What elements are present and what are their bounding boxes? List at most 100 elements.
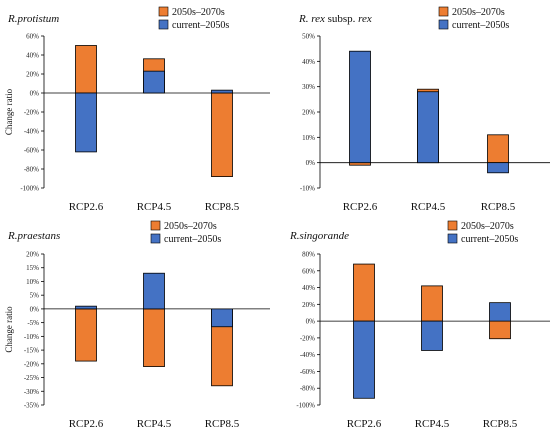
title-part: subsp.: [328, 13, 359, 25]
y-tick-label: 10%: [26, 278, 39, 286]
legend-swatch: [158, 6, 169, 17]
category-label: RCP2.6: [343, 201, 378, 213]
category-label: RCP4.5: [137, 418, 172, 430]
bar-blue-rcp85: [211, 89, 233, 94]
bar-orange-rcp85: [489, 320, 511, 340]
legend: 2050s–2070s current–2050s: [158, 6, 229, 31]
y-tick-label: 20%: [302, 301, 315, 309]
bar-blue-rcp85: [211, 308, 233, 328]
bar-orange-rcp45: [143, 308, 165, 367]
bar-orange-rcp85: [211, 92, 233, 177]
y-tick-label: 30%: [302, 83, 315, 91]
chart-title: R.singorande: [289, 230, 349, 242]
y-tick-label: -80%: [300, 385, 315, 393]
legend-swatch: [447, 233, 458, 244]
legend-label: current–2050s: [172, 20, 229, 31]
bar-blue-rcp26: [75, 92, 97, 153]
y-tick-label: -20%: [300, 334, 315, 342]
y-tick-label: 20%: [302, 109, 315, 117]
chart-panel-3: -35% -30% -25% -20% -15% -10% -5% 0% 5% 10% 15% 20%…: [4, 220, 270, 430]
legend-swatch: [150, 233, 161, 244]
chart-title: R. rex subsp. rex: [298, 13, 372, 25]
y-tick-label: 40%: [26, 52, 39, 60]
bar-blue-rcp26: [349, 50, 371, 164]
legend: 2050s–2070s current–2050s: [438, 6, 509, 31]
chart-panel-2: -10% 0% 10% 20% 30% 40% 50% RCP2.6 RCP4.5 RCP8.5 R…: [298, 6, 550, 213]
y-tick-label: -100%: [20, 185, 39, 193]
y-tick-label: 10%: [302, 134, 315, 142]
bar-orange-rcp45: [421, 285, 443, 322]
y-tick-label: -5%: [27, 319, 39, 327]
bar-blue-rcp45: [143, 70, 165, 94]
y-tick-label: 20%: [26, 71, 39, 79]
legend: 2050s–2070s current–2050s: [447, 220, 518, 245]
bar-blue-rcp26: [353, 320, 375, 399]
y-axis-title: Change ratio: [4, 88, 14, 135]
legend-label: 2050s–2070s: [164, 221, 217, 232]
category-label: RCP8.5: [205, 418, 240, 430]
y-tick-label: 0%: [306, 159, 316, 167]
y-tick-label: -40%: [300, 351, 315, 359]
y-tick-label: 5%: [30, 292, 40, 300]
y-axis-title: Change ratio: [4, 306, 14, 353]
title-part: rex: [358, 13, 372, 25]
legend: 2050s–2070s current–2050s: [150, 220, 221, 245]
y-tick-label: 40%: [302, 58, 315, 66]
legend-swatch: [158, 19, 169, 30]
y-tick-label: -15%: [24, 347, 39, 355]
category-label: RCP4.5: [411, 201, 446, 213]
bar-blue-rcp85: [487, 162, 509, 174]
y-tick-label: 0%: [306, 318, 316, 326]
chart-title: R.praestans: [7, 230, 60, 242]
chart-panel-1: -100% -80% -60% -40% -20% 0% 20% 40% 60% RCP2.6 RC…: [4, 6, 270, 213]
y-tick-label: -10%: [300, 185, 315, 193]
legend-swatch: [438, 6, 449, 17]
y-tick-label: 40%: [302, 284, 315, 292]
chart-title: R.protistum: [7, 13, 59, 25]
y-tick-label: 50%: [302, 33, 315, 41]
y-tick-label: -100%: [296, 402, 315, 410]
y-tick-label: -20%: [24, 109, 39, 117]
y-tick-label: 60%: [302, 267, 315, 275]
category-label: RCP2.6: [69, 201, 104, 213]
legend-label: current–2050s: [461, 234, 518, 245]
bar-blue-rcp45: [143, 272, 165, 310]
bar-orange-rcp26: [353, 263, 375, 322]
y-tick-label: -60%: [24, 147, 39, 155]
bar-blue-rcp85: [489, 302, 511, 322]
legend-swatch: [150, 220, 161, 231]
legend-swatch: [438, 19, 449, 30]
y-tick-label: 0%: [30, 305, 40, 313]
category-label: RCP8.5: [483, 418, 518, 430]
y-tick-label: -20%: [24, 360, 39, 368]
bar-orange-rcp85: [487, 134, 509, 164]
y-tick-label: -60%: [300, 368, 315, 376]
legend-label: current–2050s: [164, 234, 221, 245]
title-part: R. rex: [298, 13, 328, 25]
y-tick-label: -35%: [24, 402, 39, 410]
y-tick-label: 0%: [30, 90, 40, 98]
y-tick-label: -80%: [24, 166, 39, 174]
legend-swatch: [447, 220, 458, 231]
y-tick-label: -10%: [24, 333, 39, 341]
category-label: RCP4.5: [415, 418, 450, 430]
legend-label: 2050s–2070s: [452, 7, 505, 18]
y-tick-label: 80%: [302, 251, 315, 259]
category-label: RCP8.5: [205, 201, 240, 213]
chart-panel-4: -100% -80% -60% -40% -20% 0% 20% 40% 60% 80% RCP2.…: [289, 220, 550, 430]
bar-blue-rcp45: [421, 320, 443, 351]
bar-orange-rcp26: [75, 45, 97, 94]
category-label: RCP2.6: [347, 418, 382, 430]
y-tick-label: 20%: [26, 251, 39, 259]
y-tick-label: 60%: [26, 33, 39, 41]
legend-label: 2050s–2070s: [172, 7, 225, 18]
bar-blue-rcp26: [75, 305, 97, 310]
category-label: RCP8.5: [481, 201, 516, 213]
bar-orange-rcp26: [75, 308, 97, 362]
y-tick-label: 15%: [26, 264, 39, 272]
legend-label: current–2050s: [452, 20, 509, 31]
category-label: RCP4.5: [137, 201, 172, 213]
category-label: RCP2.6: [69, 418, 104, 430]
legend-label: 2050s–2070s: [461, 221, 514, 232]
